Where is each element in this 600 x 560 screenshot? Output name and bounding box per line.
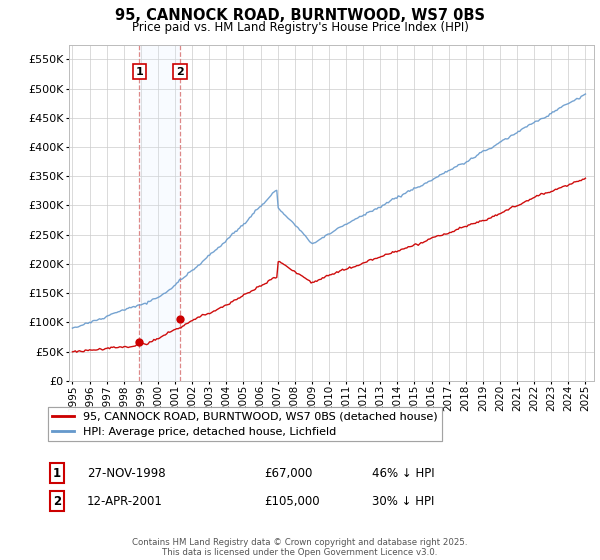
Legend: 95, CANNOCK ROAD, BURNTWOOD, WS7 0BS (detached house), HPI: Average price, detac: 95, CANNOCK ROAD, BURNTWOOD, WS7 0BS (de…	[47, 407, 442, 441]
Text: 27-NOV-1998: 27-NOV-1998	[87, 466, 166, 480]
Text: Price paid vs. HM Land Registry's House Price Index (HPI): Price paid vs. HM Land Registry's House …	[131, 21, 469, 34]
Bar	[139, 45, 180, 381]
Text: 1: 1	[53, 466, 61, 480]
Text: £67,000: £67,000	[264, 466, 313, 480]
Text: 1: 1	[136, 67, 143, 77]
Text: 30% ↓ HPI: 30% ↓ HPI	[372, 494, 434, 508]
Text: 46% ↓ HPI: 46% ↓ HPI	[372, 466, 434, 480]
Text: 2: 2	[176, 67, 184, 77]
Text: Contains HM Land Registry data © Crown copyright and database right 2025.
This d: Contains HM Land Registry data © Crown c…	[132, 538, 468, 557]
Text: 12-APR-2001: 12-APR-2001	[87, 494, 163, 508]
Text: 2: 2	[53, 494, 61, 508]
Text: 95, CANNOCK ROAD, BURNTWOOD, WS7 0BS: 95, CANNOCK ROAD, BURNTWOOD, WS7 0BS	[115, 8, 485, 24]
Text: £105,000: £105,000	[264, 494, 320, 508]
